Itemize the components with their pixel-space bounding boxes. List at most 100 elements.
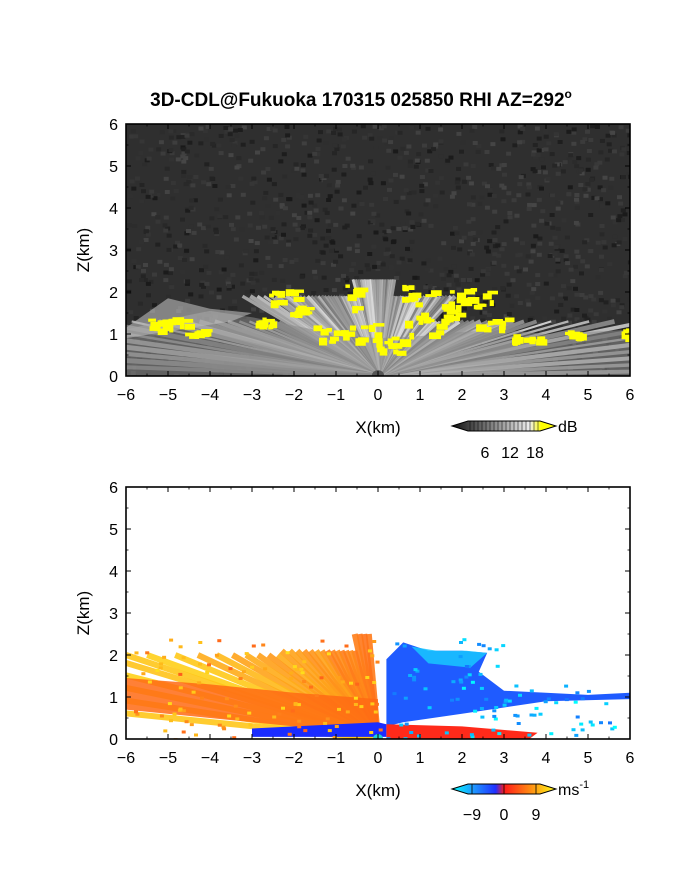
noise-pixel <box>481 181 487 186</box>
noise-pixel <box>157 259 163 264</box>
noise-pixel <box>377 265 383 269</box>
noise-pixel <box>145 281 151 286</box>
noise-pixel <box>530 249 536 254</box>
noise-pixel <box>516 269 522 274</box>
noise-pixel <box>484 150 490 154</box>
reflectivity-high-pixel <box>476 324 487 332</box>
noise-pixel <box>332 143 338 148</box>
noise-pixel <box>461 179 467 184</box>
x-tick-label: 2 <box>458 387 467 404</box>
noise-pixel <box>491 260 497 265</box>
noise-pixel <box>520 139 526 144</box>
noise-pixel <box>555 171 561 176</box>
noise-pixel <box>443 267 449 271</box>
noise-pixel <box>321 275 327 280</box>
noise-pixel <box>273 240 279 244</box>
noise-pixel <box>425 126 431 131</box>
velocity-pixel <box>444 731 449 735</box>
noise-pixel <box>437 256 443 261</box>
noise-pixel <box>327 194 333 199</box>
noise-pixel <box>561 284 566 289</box>
noise-pixel <box>553 245 559 250</box>
reflectivity-colorbar-unit: dB <box>558 419 578 436</box>
noise-pixel <box>383 251 389 256</box>
velocity-panel: −6 −5 −4 −3 −2 −1 0 1 2 3 4 5 6 0 1 2 3 4 5 6 X(km) Z(km) <box>74 480 635 800</box>
noise-pixel <box>163 278 169 283</box>
noise-pixel <box>500 137 506 142</box>
noise-pixel <box>176 135 182 140</box>
noise-pixel <box>228 306 234 311</box>
noise-pixel <box>585 157 591 162</box>
noise-pixel <box>318 174 324 178</box>
reflectivity-high-pixel <box>384 341 390 345</box>
noise-pixel <box>616 218 622 223</box>
noise-pixel <box>369 202 375 207</box>
noise-pixel <box>537 241 543 246</box>
noise-pixel <box>553 132 559 137</box>
x-tick-label: −1 <box>327 750 345 767</box>
noise-pixel <box>131 186 137 191</box>
noise-pixel <box>407 163 413 168</box>
velocity-pixel <box>205 671 210 674</box>
noise-pixel <box>163 228 169 233</box>
noise-pixel <box>127 223 132 228</box>
velocity-pixel <box>261 643 266 647</box>
reflectivity-colorbar-tick-label: 12 <box>501 445 519 462</box>
noise-pixel <box>187 140 193 145</box>
noise-pixel <box>577 319 583 324</box>
noise-pixel <box>539 218 545 223</box>
noise-pixel <box>532 143 538 147</box>
noise-pixel <box>411 190 417 195</box>
velocity-pixel <box>395 642 400 646</box>
noise-pixel <box>588 249 594 253</box>
noise-pixel <box>184 149 190 154</box>
noise-pixel <box>390 226 396 231</box>
noise-pixel <box>568 159 574 164</box>
noise-pixel <box>345 278 351 283</box>
velocity-low-blue <box>252 722 387 737</box>
noise-pixel <box>323 141 329 145</box>
noise-pixel <box>485 184 490 189</box>
x-tick-label: 5 <box>584 750 593 767</box>
noise-pixel <box>226 193 232 198</box>
noise-pixel <box>574 292 580 297</box>
noise-pixel <box>209 176 215 181</box>
noise-pixel <box>350 163 356 168</box>
reflectivity-high-pixel <box>313 325 323 332</box>
velocity-pixel <box>194 733 198 737</box>
noise-pixel <box>597 185 603 190</box>
noise-pixel <box>244 290 250 295</box>
noise-pixel <box>470 202 476 207</box>
reflectivity-high-pixel <box>396 350 407 356</box>
noise-pixel <box>363 185 368 190</box>
noise-pixel <box>136 180 142 185</box>
noise-pixel <box>441 241 447 246</box>
noise-pixel <box>439 272 445 277</box>
noise-pixel <box>326 228 331 233</box>
noise-pixel <box>337 127 342 132</box>
noise-pixel <box>148 193 154 198</box>
noise-pixel <box>523 267 528 272</box>
noise-pixel <box>315 258 321 263</box>
noise-pixel <box>188 224 194 229</box>
noise-pixel <box>148 279 154 284</box>
noise-pixel <box>256 225 261 230</box>
noise-pixel <box>232 140 238 145</box>
noise-pixel <box>313 275 319 280</box>
noise-pixel <box>334 147 340 151</box>
noise-pixel <box>570 279 576 284</box>
reflectivity-high-pixel <box>415 302 423 308</box>
noise-pixel <box>323 243 329 248</box>
noise-pixel <box>453 273 459 278</box>
noise-pixel <box>209 290 214 295</box>
reflectivity-high-pixel <box>352 305 358 314</box>
velocity-pixel <box>484 697 489 701</box>
noise-pixel <box>175 157 181 162</box>
noise-pixel <box>160 151 166 156</box>
reflectivity-high-pixel <box>168 318 177 326</box>
reflectivity-high-pixel <box>513 334 521 338</box>
reflectivity-high-pixel <box>358 337 369 343</box>
velocity-pixel <box>169 719 173 723</box>
noise-pixel <box>423 202 429 207</box>
noise-pixel <box>268 215 274 220</box>
